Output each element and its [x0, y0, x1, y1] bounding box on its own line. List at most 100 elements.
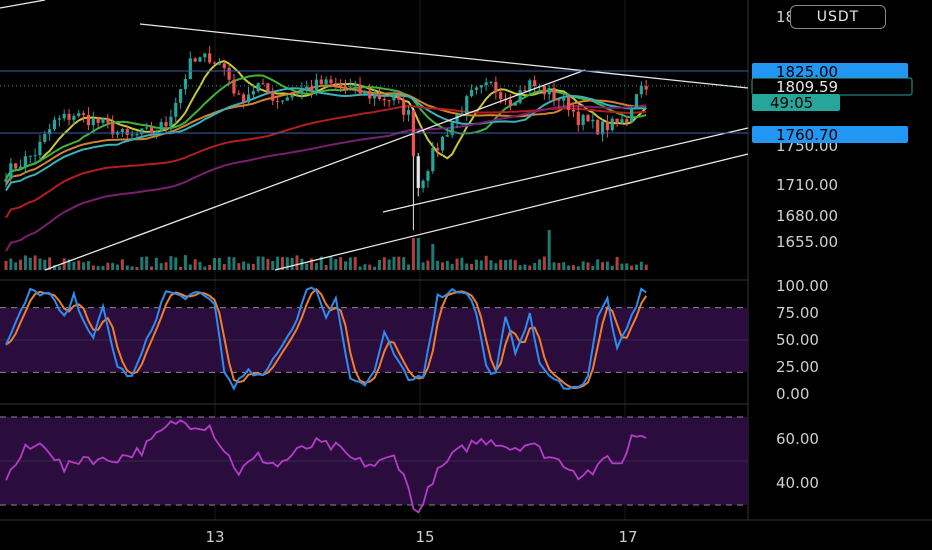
candle-body	[586, 115, 590, 122]
volume-bar	[586, 262, 590, 270]
candle-body	[135, 134, 139, 136]
candle-body	[295, 93, 299, 95]
candle-body	[174, 102, 178, 117]
candle-body	[227, 67, 231, 80]
volume-bar	[334, 259, 338, 270]
volume-bar	[445, 261, 449, 270]
candle-body	[57, 118, 61, 120]
stoch-pane: 100.00 75.00 50.00 25.00 0.00	[0, 277, 829, 403]
volume-bar	[164, 262, 168, 270]
candle-body	[266, 83, 270, 93]
candle-body	[72, 116, 76, 120]
volume-bar	[193, 259, 197, 270]
volume-bar	[159, 263, 163, 270]
candle-body	[557, 99, 561, 101]
currency-selector[interactable]: USDT	[790, 5, 886, 29]
candle-body	[552, 88, 556, 100]
stoch-tick-label: 100.00	[776, 277, 829, 295]
volume-bar	[392, 256, 396, 270]
volume-bar	[368, 264, 372, 270]
volume-bar	[256, 256, 260, 270]
volume-bar	[116, 264, 120, 270]
volume-bar	[479, 260, 483, 270]
volume-bar	[450, 264, 454, 270]
candle-body	[18, 166, 23, 169]
candle-body	[285, 97, 289, 101]
volume-bar	[494, 263, 498, 270]
volume-bar	[552, 262, 556, 270]
volume-bar	[4, 260, 8, 270]
candle-body	[605, 121, 609, 131]
candle-body	[169, 116, 173, 127]
candle-body	[363, 90, 367, 94]
candle-body	[499, 92, 503, 100]
volume-bar	[150, 266, 153, 270]
candle-body	[140, 128, 144, 135]
volume-bar	[630, 265, 634, 270]
volume-bar	[203, 266, 207, 270]
volume-bar	[106, 262, 110, 270]
volume-bar	[222, 264, 226, 270]
candle-body	[4, 178, 8, 182]
volume-bar	[576, 266, 580, 270]
volume-bar	[373, 266, 377, 270]
candle-body	[208, 53, 212, 63]
volume-bar	[533, 262, 537, 270]
time-tick-label: 13	[205, 528, 224, 546]
candle-body	[596, 119, 600, 135]
volume-bar	[305, 263, 309, 270]
volume-bar	[82, 262, 86, 270]
volume-bar	[416, 238, 420, 270]
candle-body	[86, 114, 91, 126]
volume-bar	[57, 266, 61, 270]
candle-body	[358, 84, 362, 94]
candle-body	[183, 78, 188, 90]
candle-body	[373, 94, 377, 99]
volume-bar	[111, 262, 115, 270]
candle-body	[48, 129, 52, 135]
volume-bar	[198, 261, 202, 270]
volume-bar	[387, 259, 391, 270]
time-tick-label: 15	[415, 528, 434, 546]
candle-body	[639, 86, 643, 95]
price-tag-label: 1825.00	[776, 63, 838, 81]
candle-body	[615, 118, 619, 124]
candle-body	[305, 86, 309, 90]
volume-bar	[300, 258, 304, 270]
candle-body	[518, 90, 522, 103]
volume-bar	[605, 261, 609, 270]
price-tag-blue	[752, 126, 908, 143]
candle-body	[242, 94, 246, 103]
candle-body	[513, 102, 517, 106]
volume-bar	[591, 265, 595, 270]
candle-body	[465, 96, 469, 114]
volume-bar	[101, 266, 105, 270]
volume-bar	[319, 256, 323, 270]
candle-body	[101, 118, 105, 123]
rsi-pane: 60.00 40.00	[0, 416, 819, 514]
candle-body	[353, 84, 357, 87]
candle-body	[251, 91, 255, 95]
volume-bar	[353, 257, 357, 270]
candle-body	[421, 180, 425, 188]
trendline	[44, 69, 586, 271]
volume-bar	[407, 264, 411, 270]
volume-bar	[154, 257, 158, 270]
trendline	[139, 23, 749, 89]
candle-body	[431, 148, 435, 172]
volume-bar	[145, 256, 149, 270]
candle-body	[625, 119, 629, 123]
volume-bar	[72, 261, 76, 270]
volume-bar	[601, 262, 605, 270]
candle-body	[212, 62, 217, 64]
volume-bar	[484, 255, 488, 270]
volume-bar	[183, 255, 187, 270]
candle-body	[343, 86, 348, 88]
stoch-d-line	[5, 287, 648, 390]
candle-body	[111, 122, 115, 135]
volume-bar	[125, 265, 129, 270]
volume-bar	[38, 258, 42, 270]
candle-body	[426, 171, 430, 181]
